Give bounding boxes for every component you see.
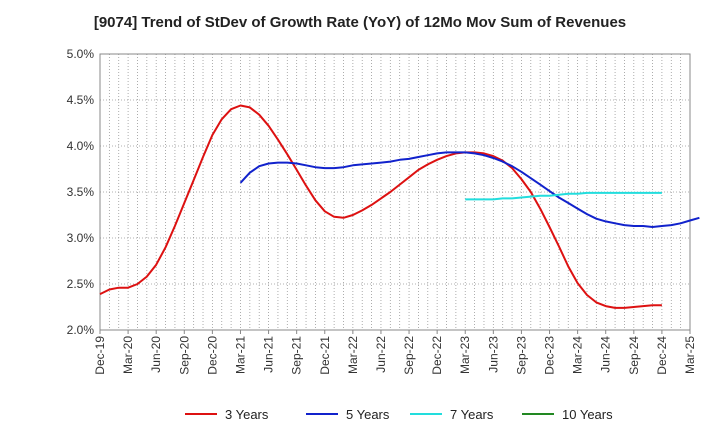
axis-layer: 2.0% 2.5% 3.0% 3.5% 4.0% 4.5% 5.0% Dec-19 Mar-20… [67,47,697,375]
x-tick-label: Jun-20 [149,336,163,373]
y-tick-label: 5.0% [67,47,95,61]
legend-label-7-years: 7 Years [450,407,494,422]
series-layer [99,104,700,309]
x-tick-label: Jun-21 [262,336,276,373]
x-tick-label: Dec-19 [93,336,107,375]
x-tick-label: Mar-21 [233,336,247,374]
y-tick-label: 2.0% [67,323,95,337]
x-tick-label: Mar-20 [121,336,135,374]
x-tick-label: Dec-22 [430,336,444,375]
series-line-5-years [239,151,700,228]
x-tick-label: Mar-22 [346,336,360,374]
x-tick-label: Dec-20 [205,336,219,375]
x-tick-label: Sep-23 [514,336,528,375]
chart-title: [9074] Trend of StDev of Growth Rate (Yo… [93,14,627,31]
x-tick-label: Mar-23 [458,336,472,374]
x-tick-label: Dec-21 [318,336,332,375]
legend-label-3-years: 3 Years [225,407,269,422]
y-tick-label: 4.0% [67,139,95,153]
y-tick-label: 4.5% [67,93,95,107]
x-tick-label: Jun-22 [374,336,388,373]
x-tick-label: Sep-24 [627,336,641,375]
plot-frame [99,53,691,331]
x-tick-label: Dec-23 [543,336,557,375]
legend-label-10-years: 10 Years [562,407,613,422]
x-tick-label: Sep-22 [402,336,416,375]
x-tick-label: Jun-23 [486,336,500,373]
y-tick-label: 2.5% [67,277,95,291]
y-tick-label: 3.5% [67,185,95,199]
x-tick-label: Jun-24 [599,336,613,373]
x-tick-label: Mar-24 [571,336,585,374]
legend-label-5-years: 5 Years [346,407,390,422]
x-tick-label: Dec-24 [655,336,669,375]
series-line-7-years [465,191,662,201]
y-tick-label: 3.0% [67,231,95,245]
x-tick-label: Sep-21 [290,336,304,375]
series-line-3-years [99,104,662,309]
x-tick-label: Mar-25 [683,336,697,374]
x-tick-label: Sep-20 [177,336,191,375]
legend-layer: 3 Years 5 Years 7 Years 10 Years [185,407,613,422]
